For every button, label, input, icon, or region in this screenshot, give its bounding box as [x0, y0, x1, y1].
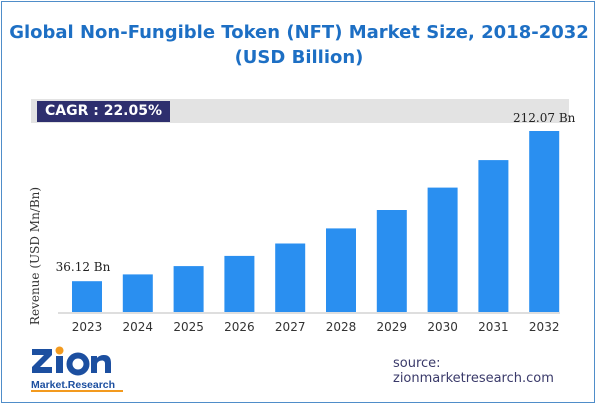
x-tick-2029: 2029 — [377, 320, 408, 334]
x-tick-2023: 2023 — [72, 320, 103, 334]
data-label-first: 36.12 Bn — [56, 260, 111, 274]
bar-2031 — [478, 160, 509, 312]
bars-group — [72, 131, 560, 312]
x-tick-2025: 2025 — [173, 320, 204, 334]
bar-2027 — [275, 243, 306, 312]
x-tick-2031: 2031 — [478, 320, 509, 334]
bar-2025 — [173, 266, 204, 312]
cagr-badge: CAGR : 22.05% — [37, 101, 170, 122]
data-label-last: 212.07 Bn — [513, 111, 576, 125]
x-tick-2027: 2027 — [275, 320, 306, 334]
logo-subtitle: Market.Research — [31, 379, 115, 391]
bar-2029 — [376, 210, 407, 312]
data-labels: 36.12 Bn 212.07 Bn — [56, 111, 576, 274]
bar-2028 — [326, 228, 356, 312]
bar-2023 — [72, 281, 102, 312]
bar-2024 — [122, 274, 153, 312]
cagr-label: CAGR : — [44, 103, 99, 119]
bar-2026 — [224, 255, 255, 312]
chart-title: Global Non-Fungible Token (NFT) Market S… — [0, 20, 598, 70]
y-axis-label: Revenue (USD Mn/Bn) — [28, 187, 42, 325]
x-tick-2030: 2030 — [427, 320, 458, 334]
cagr-value: 22.05% — [103, 103, 163, 119]
x-tick-2028: 2028 — [326, 320, 357, 334]
zion-logo: Market.Research — [31, 346, 123, 392]
x-tick-labels: 2023 2024 2025 2026 2027 2028 2029 2030 2031 2032 — [72, 320, 560, 334]
source-credit: source: zionmarketresearch.com — [393, 356, 554, 386]
x-tick-2032: 2032 — [529, 320, 560, 334]
x-tick-2026: 2026 — [224, 320, 255, 334]
bar-2030 — [427, 187, 458, 312]
chart-title-line1: Global Non-Fungible Token (NFT) Market S… — [9, 22, 589, 43]
bar-2032 — [529, 131, 560, 312]
x-tick-2024: 2024 — [123, 320, 154, 334]
logo-zion-word — [32, 346, 111, 376]
chart-title-line2: (USD Billion) — [234, 47, 364, 68]
